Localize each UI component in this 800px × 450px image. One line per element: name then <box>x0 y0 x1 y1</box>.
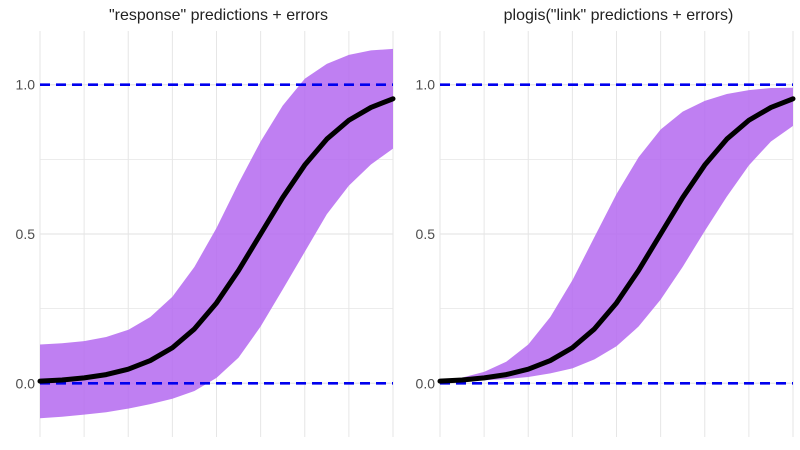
left-y-tick-label: 0.0 <box>16 375 36 391</box>
right-panel-title: plogis("link" predictions + errors) <box>503 7 734 24</box>
left-fit-line <box>37 96 396 384</box>
right-panel-plot: 0.0 0.5 1.0 <box>416 31 796 437</box>
left-y-tick-label: 1.0 <box>16 77 36 93</box>
right-y-tick-label: 0.5 <box>416 226 436 242</box>
left-error-band <box>40 48 393 419</box>
left-panel-plot: 0.0 0.5 1.0 <box>16 31 396 437</box>
right-fit-line <box>437 96 796 384</box>
left-y-tick-label: 0.5 <box>16 226 36 242</box>
right-y-tick-label: 0.0 <box>416 375 436 391</box>
right-y-tick-label: 1.0 <box>416 77 436 93</box>
left-panel-title: "response" predictions + errors <box>108 7 328 24</box>
